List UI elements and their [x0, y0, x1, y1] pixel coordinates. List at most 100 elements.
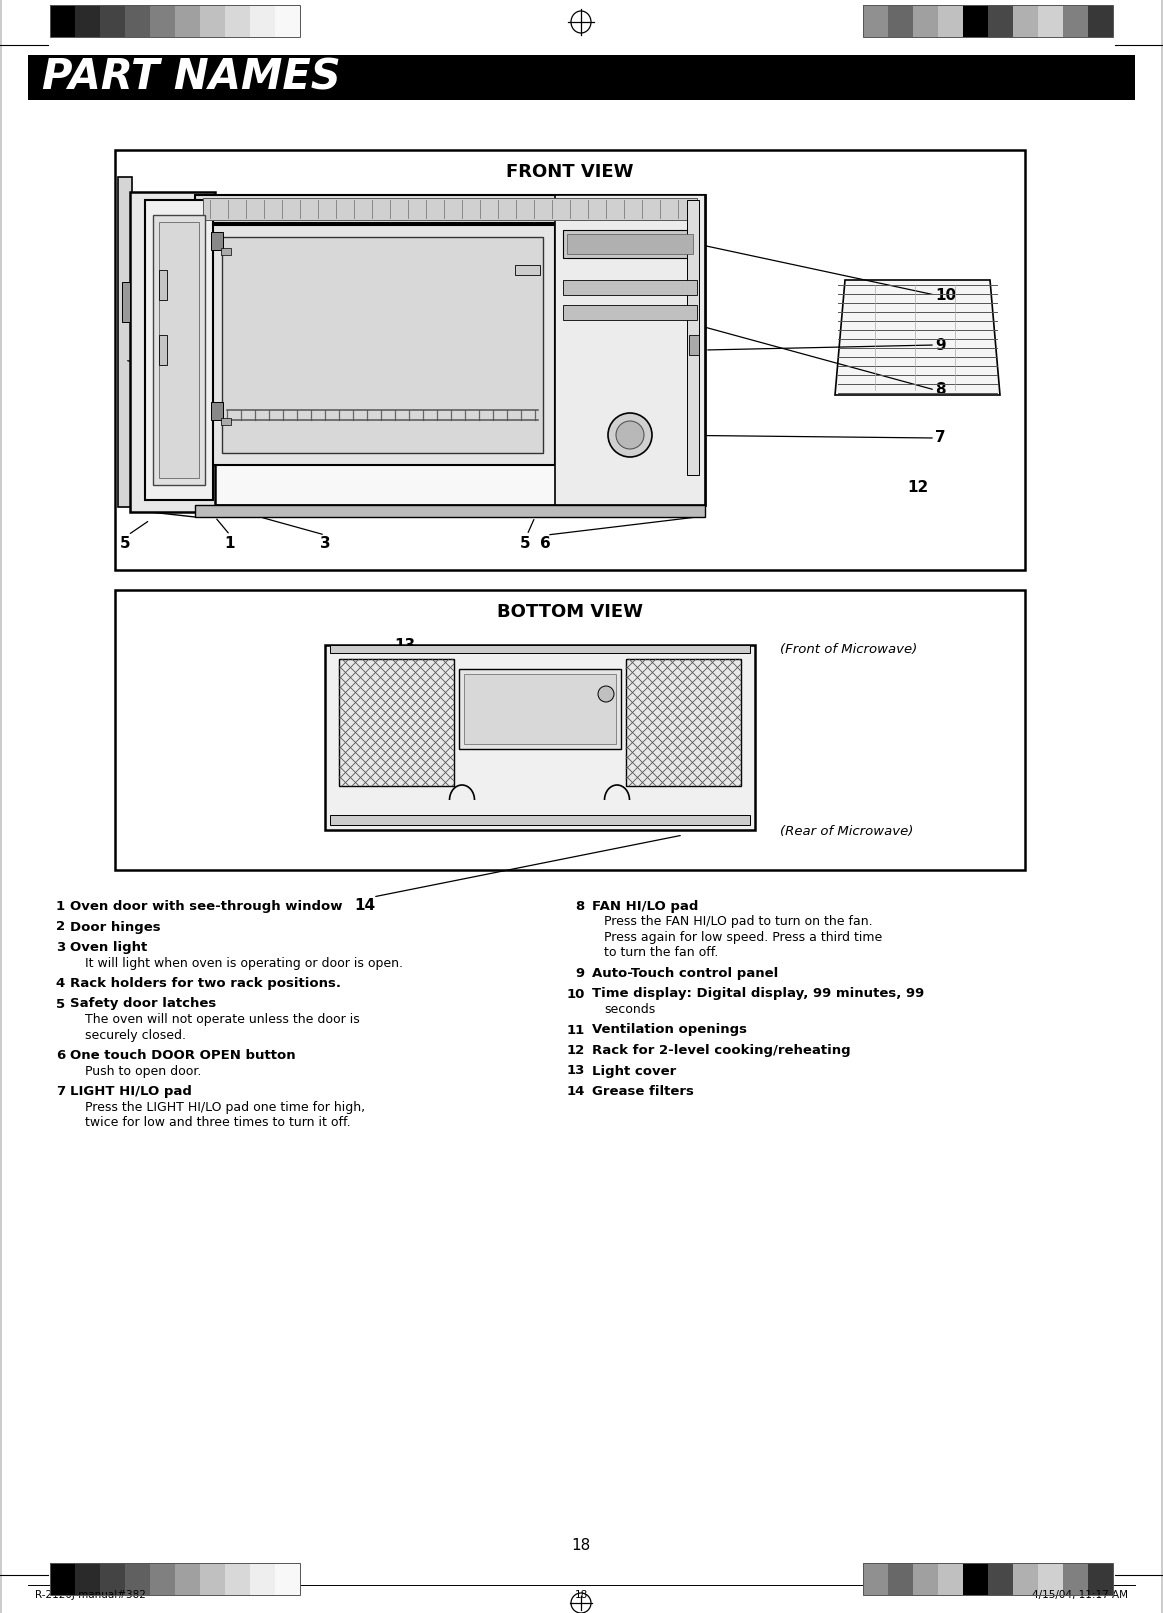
Bar	[889, 5, 913, 37]
Text: Rack holders for two rack positions.: Rack holders for two rack positions.	[70, 977, 341, 990]
Bar	[200, 1563, 224, 1595]
Bar	[963, 1563, 989, 1595]
Text: 18: 18	[575, 1590, 587, 1600]
Bar	[626, 660, 741, 786]
Text: (Rear of Microwave): (Rear of Microwave)	[780, 826, 913, 839]
Bar	[1063, 1563, 1089, 1595]
Bar	[117, 177, 131, 506]
Bar	[100, 1563, 124, 1595]
Text: 9: 9	[935, 337, 946, 353]
Text: 3: 3	[56, 940, 65, 953]
Text: R-2120J manual#382: R-2120J manual#382	[35, 1590, 145, 1600]
Text: 12: 12	[566, 1044, 585, 1057]
Bar	[688, 336, 699, 355]
Bar	[211, 402, 223, 419]
Text: Rack for 2-level cooking/reheating: Rack for 2-level cooking/reheating	[592, 1044, 850, 1057]
Text: 10: 10	[566, 987, 585, 1000]
Text: LIGHT HI/LO pad: LIGHT HI/LO pad	[70, 1086, 192, 1098]
Text: 18: 18	[571, 1537, 591, 1552]
Bar	[563, 281, 697, 295]
Text: Grease filters: Grease filters	[592, 1086, 694, 1098]
Bar	[74, 1563, 100, 1595]
Bar	[939, 1563, 963, 1595]
Bar	[195, 195, 705, 505]
Bar	[150, 5, 174, 37]
Circle shape	[598, 686, 614, 702]
Text: Safety door latches: Safety door latches	[70, 997, 216, 1010]
Circle shape	[616, 421, 644, 448]
Bar	[50, 1563, 74, 1595]
Bar	[1161, 0, 1163, 1613]
Text: 11: 11	[566, 1024, 585, 1037]
Bar	[563, 305, 697, 319]
Text: 7: 7	[56, 1086, 65, 1098]
Text: Press again for low speed. Press a third time: Press again for low speed. Press a third…	[604, 931, 883, 944]
Text: 11: 11	[400, 197, 421, 213]
Bar	[989, 5, 1013, 37]
Bar	[1013, 5, 1039, 37]
Bar	[250, 1563, 274, 1595]
Bar	[221, 248, 231, 255]
Text: 1: 1	[224, 536, 235, 550]
Bar	[1089, 5, 1113, 37]
Bar	[224, 1563, 250, 1595]
Text: 6: 6	[540, 536, 550, 550]
Bar	[130, 192, 215, 511]
Text: 12: 12	[907, 481, 928, 495]
Bar	[200, 5, 224, 37]
Bar	[124, 1563, 150, 1595]
Bar	[1089, 1563, 1113, 1595]
Text: 2: 2	[56, 921, 65, 934]
Bar	[150, 1563, 174, 1595]
Bar	[464, 674, 616, 744]
Text: 14: 14	[355, 897, 376, 913]
Bar	[211, 232, 223, 250]
Bar	[863, 5, 889, 37]
Text: It will light when oven is operating or door is open.: It will light when oven is operating or …	[85, 957, 404, 969]
Bar	[863, 1563, 1113, 1595]
Text: Press the LIGHT HI/LO pad one time for high,: Press the LIGHT HI/LO pad one time for h…	[85, 1100, 365, 1113]
Bar	[174, 1563, 200, 1595]
Text: 6: 6	[56, 1048, 65, 1061]
Circle shape	[608, 413, 652, 456]
Bar	[0, 0, 2, 1613]
Text: 5: 5	[120, 536, 130, 550]
Text: to turn the fan off.: to turn the fan off.	[604, 947, 719, 960]
Bar	[330, 645, 750, 653]
Text: twice for low and three times to turn it off.: twice for low and three times to turn it…	[85, 1116, 350, 1129]
Text: securely closed.: securely closed.	[85, 1029, 186, 1042]
Bar	[195, 505, 705, 518]
Bar	[863, 5, 1113, 37]
Bar	[195, 195, 705, 223]
Text: Oven door with see-through window: Oven door with see-through window	[70, 900, 342, 913]
Bar	[1039, 5, 1063, 37]
Text: FAN HI/LO pad: FAN HI/LO pad	[592, 900, 698, 913]
Bar	[115, 150, 1025, 569]
Bar	[963, 5, 989, 37]
Bar	[154, 215, 205, 486]
Bar	[115, 590, 1025, 869]
Text: FRONT VIEW: FRONT VIEW	[506, 163, 634, 181]
Bar	[145, 200, 213, 500]
Text: 4: 4	[385, 373, 395, 387]
Text: Light cover: Light cover	[592, 1065, 676, 1077]
Text: Ventilation openings: Ventilation openings	[592, 1024, 747, 1037]
Bar	[204, 198, 697, 219]
Bar	[50, 5, 300, 37]
Bar	[515, 265, 540, 274]
Text: 5: 5	[56, 997, 65, 1010]
Text: 10: 10	[935, 287, 956, 303]
Bar	[74, 5, 100, 37]
Text: 4: 4	[150, 377, 160, 392]
Text: 13: 13	[566, 1065, 585, 1077]
Text: 8: 8	[935, 382, 946, 397]
Bar	[122, 282, 130, 323]
Text: PART NAMES: PART NAMES	[42, 56, 341, 98]
Bar	[939, 5, 963, 37]
Text: One touch DOOR OPEN button: One touch DOOR OPEN button	[70, 1048, 295, 1061]
Bar	[274, 5, 300, 37]
Text: 1: 1	[56, 900, 65, 913]
Bar	[250, 5, 274, 37]
Bar	[459, 669, 621, 748]
Text: 8: 8	[576, 900, 585, 913]
